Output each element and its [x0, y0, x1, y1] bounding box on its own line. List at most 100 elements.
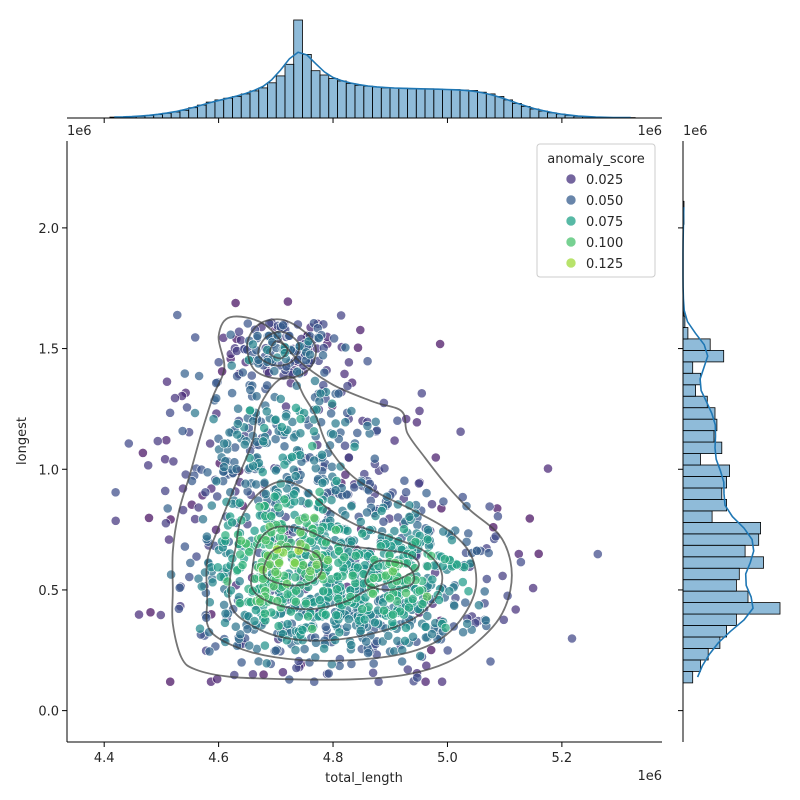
scatter-point [352, 427, 363, 438]
scatter-point [290, 596, 301, 607]
right-marginal-histogram [678, 141, 781, 742]
scatter-point [269, 366, 280, 376]
top-hist-bar [512, 103, 522, 119]
scatter-point [230, 298, 241, 308]
legend-marker [565, 194, 577, 206]
scatter-point [435, 339, 445, 349]
scatter-point [293, 656, 304, 666]
scatter-point [317, 477, 328, 488]
scatter-point [457, 577, 468, 587]
scatter-point [352, 562, 363, 573]
scatter-point [278, 320, 288, 331]
scatter-point [301, 598, 311, 609]
scatter-point [110, 515, 121, 526]
scatter-point [328, 429, 338, 440]
scatter-point [378, 516, 389, 527]
legend-entry-label: 0.025 [586, 173, 623, 188]
legend-entries: 0.025 0.050 0.075 0.100 0.125 [565, 173, 623, 272]
scatter-point [336, 310, 346, 321]
scatter-point [479, 586, 490, 597]
scatter-point [592, 549, 603, 559]
scatter-point [166, 569, 176, 580]
scatter-point [288, 489, 299, 500]
scatter-point [339, 368, 350, 379]
scatter-point [179, 368, 190, 379]
scatter-point [513, 549, 524, 559]
density-contour-level-1 [171, 315, 513, 681]
scatter-point [330, 485, 341, 496]
scatter-point [404, 511, 415, 522]
scatter-point [235, 629, 246, 640]
scatter-point [160, 485, 171, 496]
scatter-point [408, 631, 418, 642]
legend-entry-label: 0.050 [586, 194, 623, 209]
top-hist-bar [389, 87, 400, 119]
top-hist-bar [415, 88, 426, 119]
density-contour-level-6 [364, 559, 416, 591]
scatter-point [528, 583, 538, 593]
scatter-point [483, 548, 494, 558]
scatter-point [369, 453, 380, 464]
scatter-point [423, 524, 433, 535]
scatter-plot-area: 4.4 4.6 4.8 5.0 5.2 0.0 0.5 1.0 1.5 2.0 [38, 141, 662, 766]
scatter-point [172, 310, 183, 320]
scatter-point [442, 645, 453, 656]
scatter-point [257, 467, 268, 477]
scatter-point [162, 376, 172, 387]
right-hist-bar [682, 671, 694, 684]
scatter-point [416, 388, 427, 399]
scatter-point [160, 454, 170, 465]
scatter-point [369, 617, 380, 628]
scatter-point [383, 630, 394, 641]
scatter-point [367, 588, 378, 599]
scatter-point [174, 582, 185, 593]
scatter-point [282, 589, 293, 600]
scatter-point [290, 471, 301, 481]
top-marginal-histogram [67, 19, 662, 123]
scatter-point [239, 439, 250, 450]
top-hist-bar [459, 89, 470, 119]
top-hist-bar [503, 99, 513, 119]
scatter-point [323, 668, 334, 679]
scatter-point [254, 501, 265, 512]
legend-entry-label: 0.075 [586, 215, 623, 230]
scatter-point [463, 586, 474, 597]
scatter-point [480, 615, 491, 626]
scatter-point [246, 370, 257, 381]
top-hist-bar [179, 109, 190, 119]
scatter-point [343, 357, 354, 368]
scatter-point [195, 623, 205, 634]
scatter-point [162, 503, 173, 514]
scatter-point [343, 614, 354, 625]
scatter-point [235, 549, 246, 560]
scatter-point [314, 595, 325, 605]
legend-entry-label: 0.100 [586, 236, 623, 251]
top-hist-bar [363, 85, 373, 119]
scatter-point [404, 602, 414, 613]
density-contour-level-8 [257, 330, 301, 367]
scatter-point [415, 651, 426, 661]
x-offset-label: 1e6 [637, 769, 662, 784]
scatter-point [340, 342, 351, 353]
scatter-point [327, 461, 337, 472]
scatter-point [335, 461, 346, 472]
top-hist-bar [196, 104, 207, 119]
scatter-point [220, 530, 231, 541]
scatter-point [463, 528, 474, 539]
scatter-point [242, 624, 253, 634]
scatter-point [346, 406, 357, 416]
scatter-point [451, 559, 462, 570]
scatter-point [233, 403, 243, 414]
scatter-point [510, 604, 521, 615]
scatter-point [145, 607, 156, 618]
right-hist-bar [682, 648, 709, 661]
top-hist-bar [319, 74, 330, 119]
scatter-point [326, 659, 337, 670]
scatter-point [262, 380, 272, 391]
x-tick-label: 4.6 [208, 751, 229, 766]
scatter-point [251, 479, 262, 490]
top-hist-bar [249, 90, 260, 119]
scatter-point [346, 536, 357, 547]
top-hist-bar [188, 107, 198, 119]
scatter-point [307, 441, 318, 451]
